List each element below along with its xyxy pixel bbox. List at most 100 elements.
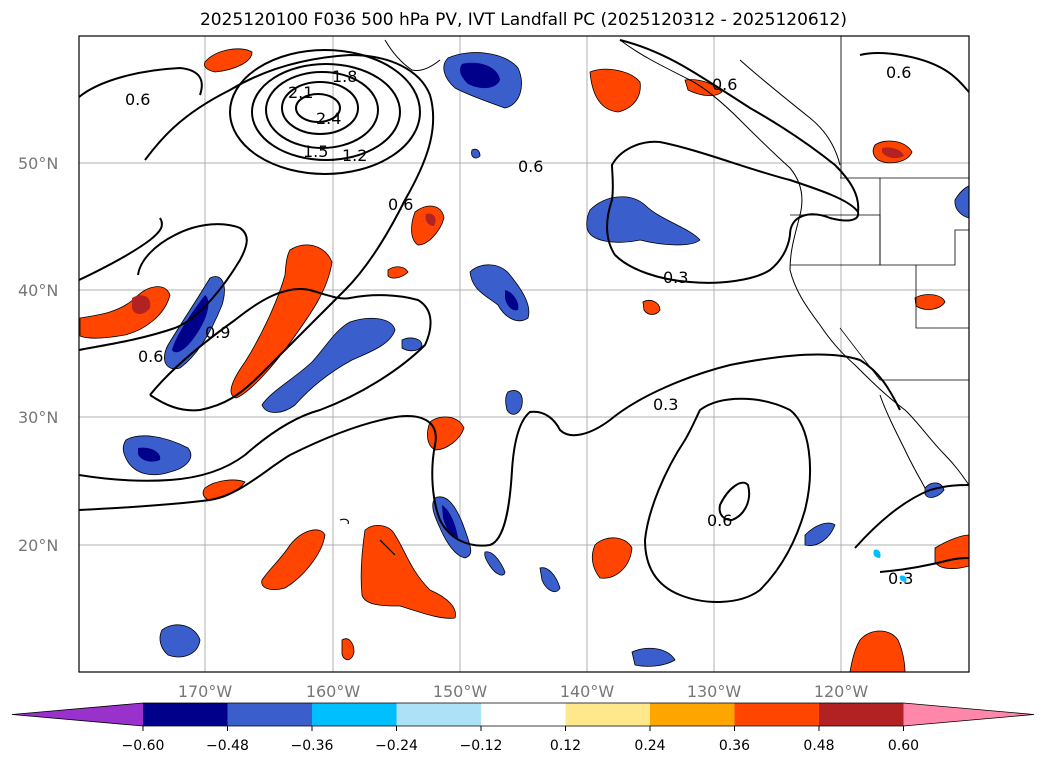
pos-patch	[411, 205, 445, 246]
colorbar-segment	[481, 703, 566, 726]
colorbar-tick-label: −0.24	[375, 738, 418, 754]
neg-patch	[804, 522, 836, 546]
lon-tick: 120°W	[814, 682, 869, 701]
neg-patch	[924, 482, 945, 498]
colorbar-tick-label: 0.36	[719, 738, 750, 754]
contour-label: 0.6	[886, 63, 911, 82]
pos-patch	[642, 300, 661, 315]
neg-patch	[261, 317, 396, 413]
lon-tick: 130°W	[687, 682, 742, 701]
positive-anomaly-patches	[79, 48, 969, 672]
contour-label: 1.5	[303, 142, 328, 161]
colorbar-segment	[227, 703, 312, 726]
lon-tick: 170°W	[178, 682, 233, 701]
pos-patch	[934, 534, 969, 570]
pos-patch	[230, 244, 333, 399]
pos-patch	[914, 294, 946, 310]
pos-core	[882, 147, 904, 159]
colorbar-segment	[143, 703, 228, 726]
contour-label: 0.6	[388, 195, 413, 214]
map-area	[79, 36, 969, 672]
lat-tick: 30°N	[18, 408, 58, 427]
colorbar-segment	[565, 703, 650, 726]
lat-tick: 40°N	[18, 281, 58, 300]
colorbar-segment	[819, 703, 904, 726]
contour-label: 0.6	[707, 511, 732, 530]
coastlines	[339, 36, 969, 556]
colorbar-segment	[396, 703, 481, 726]
neg-core	[442, 505, 458, 539]
colorbar-tick-label: 0.12	[550, 738, 581, 754]
lat-tick: 50°N	[18, 154, 58, 173]
pos-core	[425, 213, 436, 226]
colorbar-extend-high	[903, 703, 1034, 726]
neg-patch	[631, 647, 676, 667]
contour-label: 0.3	[888, 569, 913, 588]
contour-label: 0.6	[518, 157, 543, 176]
gridlines	[79, 36, 969, 672]
colorbar-tick-label: −0.36	[291, 738, 334, 754]
colorbar-segment	[650, 703, 735, 726]
colorbar-extend-low	[12, 703, 143, 726]
contour-label: 0.6	[138, 347, 163, 366]
neg-patch	[505, 390, 523, 415]
neg-patch	[484, 551, 506, 576]
colorbar-tick-label: −0.12	[460, 738, 503, 754]
neg-core	[172, 295, 209, 353]
colorbar-segment	[312, 703, 397, 726]
neg-patch	[471, 148, 481, 159]
pos-patch	[684, 79, 723, 96]
contour-labels: 0.6 2.1 1.8 2.4 1.5 1.2 0.6 0.6 0.6 0.6 …	[125, 63, 913, 588]
colorbar: −0.60 −0.48 −0.36 −0.24 −0.12 0.12 0.24 …	[11, 702, 1035, 754]
colorbar-tick-label: −0.60	[122, 738, 165, 754]
neg-patch	[539, 567, 561, 593]
contour-label: 0.3	[663, 268, 688, 287]
contour-label: 0.6	[125, 90, 150, 109]
lat-tick-labels: 50°N 40°N 30°N 20°N	[18, 154, 58, 555]
colorbar-ticks	[142, 726, 904, 731]
pos-patch	[261, 529, 326, 590]
contour-label: 0.3	[653, 395, 678, 414]
negative-anomaly-patches	[122, 52, 969, 667]
lon-tick: 150°W	[433, 682, 488, 701]
colorbar-segment	[734, 703, 819, 726]
contour-label: 2.1	[288, 83, 313, 102]
contour-label: 2.4	[316, 109, 341, 128]
lon-tick: 160°W	[306, 682, 361, 701]
contour-label: 1.8	[332, 67, 357, 86]
pos-patch	[591, 537, 633, 579]
pos-patch	[427, 416, 465, 451]
map-content: 0.6 2.1 1.8 2.4 1.5 1.2 0.6 0.6 0.6 0.6 …	[79, 36, 969, 672]
neg-patch	[954, 185, 969, 219]
pos-patch	[589, 68, 641, 113]
neg-core	[460, 62, 500, 89]
pv-contours	[79, 39, 969, 603]
neg-patch	[899, 575, 907, 582]
colorbar-tick-label: −0.48	[206, 738, 249, 754]
contour-label: 0.9	[205, 323, 230, 342]
colorbar-tick-label: 0.60	[888, 738, 919, 754]
neg-patch	[159, 624, 201, 658]
pos-patch	[204, 48, 253, 73]
pos-core	[132, 295, 151, 314]
neg-patch	[401, 337, 423, 352]
neg-core	[505, 290, 519, 311]
lat-tick: 20°N	[18, 536, 58, 555]
pos-patch	[341, 638, 355, 661]
colorbar-tick-label: 0.48	[803, 738, 834, 754]
neg-patch	[586, 196, 701, 246]
pos-patch	[387, 266, 409, 279]
lon-tick-labels: 170°W 160°W 150°W 140°W 130°W 120°W	[178, 682, 869, 701]
contour-label: 1.2	[342, 146, 367, 165]
pos-patch	[360, 525, 456, 619]
map-title: 2025120100 F036 500 hPa PV, IVT Landfall…	[199, 10, 847, 30]
neg-patch	[873, 549, 881, 558]
contour-label: 0.6	[712, 75, 737, 94]
pos-patch	[849, 630, 906, 672]
lon-tick: 140°W	[560, 682, 615, 701]
colorbar-tick-label: 0.24	[634, 738, 665, 754]
neg-core	[138, 447, 161, 462]
map-border	[78, 35, 970, 673]
colorbar-tick-labels: −0.60 −0.48 −0.36 −0.24 −0.12 0.12 0.24 …	[122, 738, 920, 754]
